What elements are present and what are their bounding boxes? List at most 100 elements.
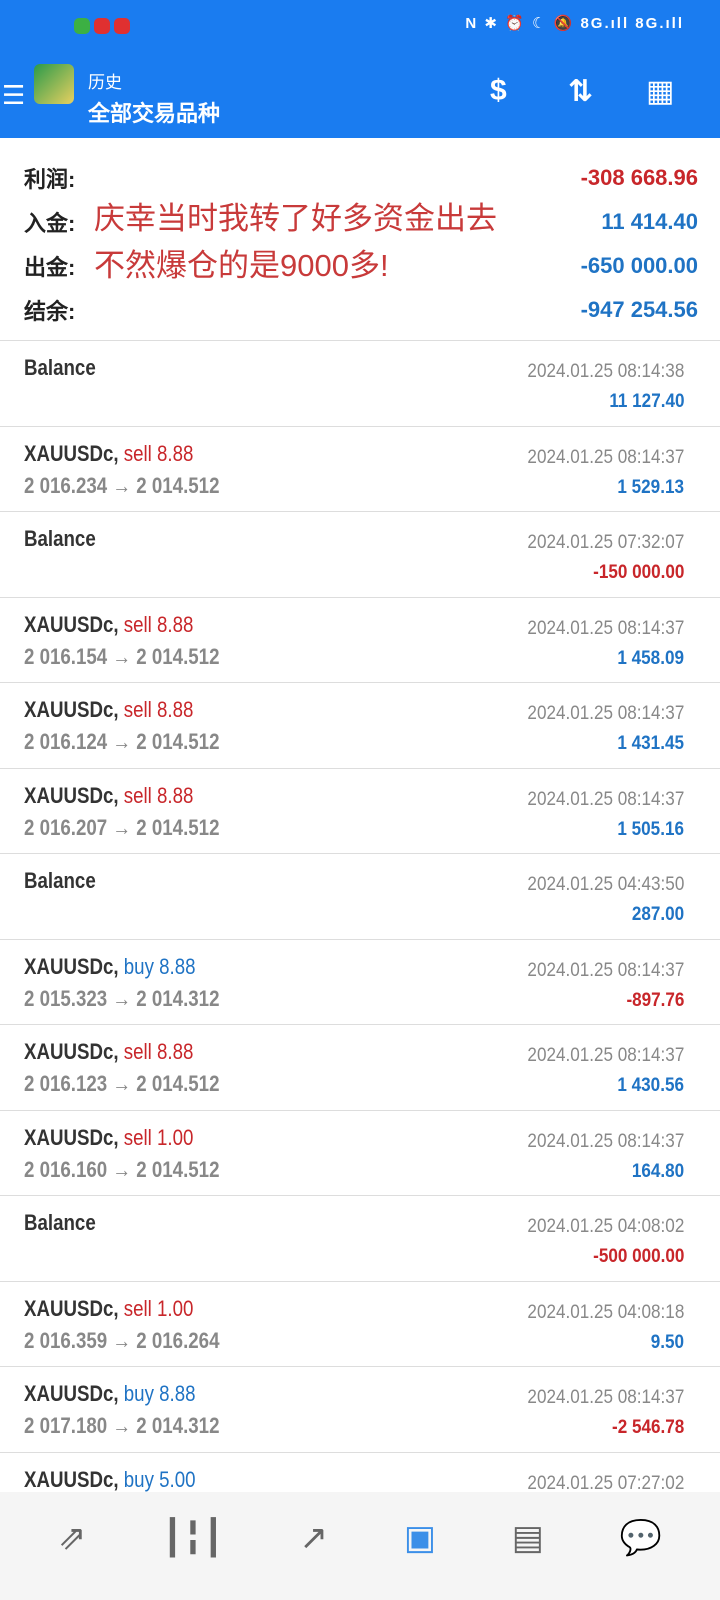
profit-value: -500 000.00 [592,1246,684,1267]
list-item[interactable]: XAUUSDc, sell 8.88 2 016.207 → 2 014.512 2… [0,769,720,854]
list-item[interactable]: Balance 2024.01.25 04:43:50 287.00 [0,854,720,940]
symbol-name: XAUUSDc, [24,1381,119,1406]
timestamp: 2024.01.25 08:14:37 [527,1045,684,1066]
summary-row: 利润: -308 668.96 [24,156,698,200]
symbol: XAUUSDc, sell 1.00 [24,1125,193,1151]
profit-value: -897.76 [625,989,684,1011]
symbol-name: Balance [24,868,96,893]
symbol-name: XAUUSDc, [24,782,119,808]
price-range: 2 016.359 → 2 016.264 [24,1327,220,1353]
symbol-name: XAUUSDc, [24,697,119,722]
trade-direction: sell 8.88 [123,1039,194,1064]
list-item[interactable]: XAUUSDc, sell 8.88 2 016.154 → 2 014.512 2… [0,598,720,683]
price-range: 2 016.154 → 2 014.512 [24,643,220,669]
symbol: Balance [24,526,96,552]
summary-value: 11 414.40 [601,209,698,234]
trade-direction: sell 8.88 [123,697,194,722]
symbol: XAUUSDc, buy 8.88 [24,1381,196,1407]
list-item[interactable]: Balance 2024.01.25 04:08:02 -500 000.00 [0,1196,720,1282]
page-title: 历史 [88,73,122,92]
profit-value: 164.80 [631,1160,684,1182]
symbol-name: Balance [24,1210,96,1235]
summary-label: 入金: [24,211,76,236]
symbol-name: XAUUSDc, [24,1295,119,1321]
list-item[interactable]: XAUUSDc, buy 8.88 2 015.323 → 2 014.312 20… [0,940,720,1025]
trade-direction: sell 1.00 [123,1295,194,1321]
symbol-name: XAUUSDc, [24,611,119,637]
symbol: XAUUSDc, sell 8.88 [24,612,193,638]
profit-value: 287.00 [631,904,684,925]
calendar-icon[interactable]: ▦ [646,75,675,108]
symbol-name: XAUUSDc, [24,1466,119,1492]
nav-quotes-icon[interactable]: ⇗ [57,1519,87,1557]
timestamp: 2024.01.25 07:27:02 [527,1472,684,1494]
summary-value: -650 000.00 [580,253,698,278]
symbol: XAUUSDc, sell 8.88 [24,441,193,467]
price-range: 2 016.124 → 2 014.512 [24,729,220,754]
app-notification-icon [114,18,130,34]
timestamp: 2024.01.25 08:14:38 [527,361,684,382]
symbol-name: Balance [24,526,96,551]
symbol: XAUUSDc, buy 5.00 [24,1467,196,1493]
symbol: XAUUSDc, sell 1.00 [24,1296,193,1322]
profit-value: 11 127.40 [608,391,684,412]
profit-value: 1 529.13 [617,476,684,498]
trade-direction: buy 8.88 [123,953,196,979]
symbol: Balance [24,1210,96,1236]
list-item[interactable]: XAUUSDc, buy 8.88 2 017.180 → 2 014.312 20… [0,1367,720,1453]
currency-icon[interactable]: $ [490,74,507,107]
history-list: Balance 2024.01.25 08:14:38 11 127.40 XAUU… [0,340,720,1538]
wechat-icon [74,18,90,34]
timestamp: 2024.01.25 04:08:18 [527,1301,684,1323]
timestamp: 2024.01.25 04:43:50 [527,874,684,895]
trade-direction: buy 5.00 [123,1466,196,1492]
profit-value: 1 505.16 [617,818,684,840]
summary-label: 利润: [24,167,76,192]
list-item[interactable]: XAUUSDc, sell 8.88 2 016.124 → 2 014.512 2… [0,683,720,769]
symbol-name: Balance [24,355,96,380]
trade-direction: sell 8.88 [123,782,194,808]
list-item[interactable]: Balance 2024.01.25 08:14:38 11 127.40 [0,341,720,427]
symbol: XAUUSDc, sell 8.88 [24,783,193,809]
timestamp: 2024.01.25 08:14:37 [527,1387,684,1408]
symbol-filter[interactable]: 全部交易品种 [88,101,221,126]
summary-label: 出金: [24,255,76,280]
price-range: 2 015.323 → 2 014.312 [24,985,220,1011]
timestamp: 2024.01.25 04:08:02 [527,1216,684,1237]
summary: 利润: -308 668.96 入金: 11 414.40 出金: -650 000.00… [0,138,720,332]
timestamp: 2024.01.25 07:32:07 [527,532,684,553]
annotation-text: 庆幸当时我转了好多资金出去 [94,201,497,236]
summary-label: 结余: [24,299,76,324]
summary-value: -947 254.56 [580,297,698,322]
symbol-name: XAUUSDc, [24,1124,119,1150]
profit-value: 9.50 [650,1331,684,1353]
nav-chart-icon[interactable]: ┃╏┃ [162,1519,224,1557]
nav-news-icon[interactable]: ▤ [511,1519,544,1557]
sort-icon[interactable]: ⇅ [568,75,594,108]
summary-value: -308 668.96 [580,165,698,190]
menu-icon[interactable]: ☰ [2,80,26,110]
nav-messages-icon[interactable]: 💬 [619,1519,663,1557]
symbol: Balance [24,355,96,381]
symbol-name: XAUUSDc, [24,953,119,979]
price-range: 2 016.123 → 2 014.512 [24,1071,220,1096]
price-range: 2 016.207 → 2 014.512 [24,814,220,840]
summary-row: 出金: -650 000.00 [24,244,698,288]
timestamp: 2024.01.25 08:14:37 [527,617,684,639]
timestamp: 2024.01.25 08:14:37 [527,1130,684,1152]
profit-value: 1 458.09 [617,647,684,669]
summary-row: 结余: -947 254.56 [24,288,698,332]
list-item[interactable]: XAUUSDc, sell 8.88 2 016.234 → 2 014.512 2… [0,427,720,512]
nav-trade-icon[interactable]: ↗ [299,1519,328,1557]
list-item[interactable]: XAUUSDc, sell 8.88 2 016.123 → 2 014.512 2… [0,1025,720,1111]
timestamp: 2024.01.25 08:14:37 [527,788,684,810]
list-item[interactable]: XAUUSDc, sell 1.00 2 016.359 → 2 016.264 2… [0,1282,720,1367]
profit-value: 1 430.56 [617,1075,684,1096]
list-item[interactable]: XAUUSDc, sell 1.00 2 016.160 → 2 014.512 2… [0,1111,720,1196]
symbol-name: XAUUSDc, [24,1039,119,1064]
timestamp: 2024.01.25 08:14:37 [527,959,684,981]
list-item[interactable]: Balance 2024.01.25 07:32:07 -150 000.00 [0,512,720,598]
nav-history-icon[interactable]: ▣ [403,1519,436,1557]
profit-value: -150 000.00 [592,562,684,583]
status-icons: N ✱ ⏰ ☾ 🔕 8G.ıll 8G.ıll [465,15,684,32]
